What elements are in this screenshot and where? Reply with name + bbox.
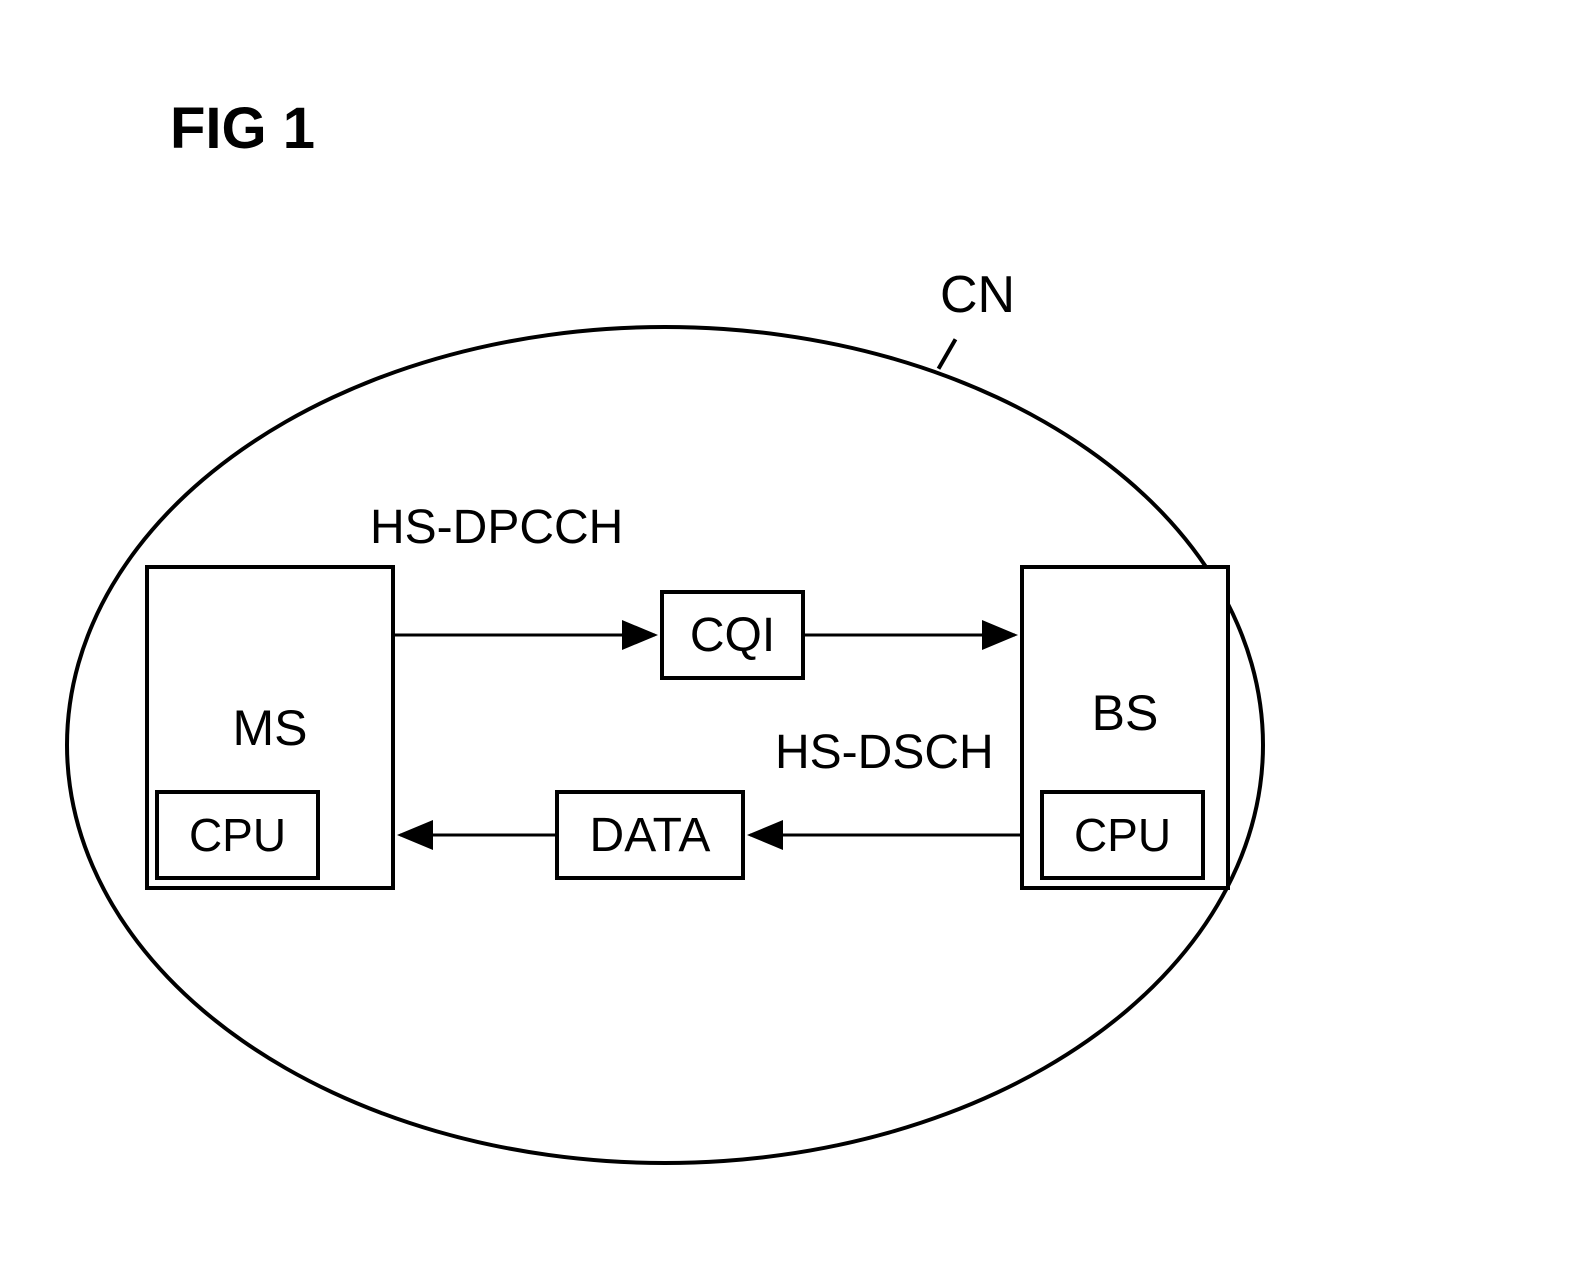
ms-cpu-label: CPU xyxy=(189,808,286,862)
bs-cpu-box: CPU xyxy=(1040,790,1205,880)
data-label: DATA xyxy=(590,808,711,863)
cqi-box: CQI xyxy=(660,590,805,680)
bs-cpu-label: CPU xyxy=(1074,808,1171,862)
cn-label: CN xyxy=(940,265,1015,325)
figure-title: FIG 1 xyxy=(170,95,315,162)
data-box: DATA xyxy=(555,790,745,880)
hs-dpcch-text: HS-DPCCH xyxy=(370,501,623,554)
hs-dpcch-label: HS-DPCCH xyxy=(370,500,623,555)
cqi-label: CQI xyxy=(690,608,775,663)
cn-tick xyxy=(937,338,957,369)
fig-title-text: FIG 1 xyxy=(170,96,315,161)
hs-dsch-text: HS-DSCH xyxy=(775,726,994,779)
ms-label: MS xyxy=(149,699,391,757)
ms-cpu-box: CPU xyxy=(155,790,320,880)
bs-label: BS xyxy=(1024,684,1226,742)
cn-text: CN xyxy=(940,266,1015,324)
hs-dsch-label: HS-DSCH xyxy=(775,725,994,780)
